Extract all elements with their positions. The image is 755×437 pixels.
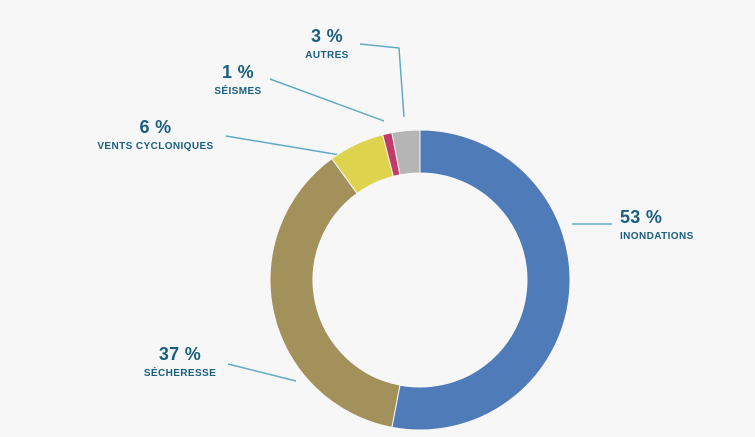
pct-autres: 3 % bbox=[311, 26, 343, 46]
label-seismes: SÉISMES bbox=[214, 85, 262, 97]
label-vents-cycloniques: VENTS CYCLONIQUES bbox=[97, 140, 214, 152]
callout-autres: 3 % AUTRES bbox=[267, 26, 387, 61]
pct-vents-cycloniques: 6 % bbox=[139, 117, 172, 137]
callout-secheresse: 37 % SÉCHERESSE bbox=[110, 344, 250, 379]
donut-segment-s-cheresse bbox=[269, 157, 401, 428]
pct-seismes: 1 % bbox=[222, 62, 254, 82]
donut-segments bbox=[269, 129, 571, 431]
label-autres: AUTRES bbox=[305, 49, 349, 61]
callout-inondations: 53 % INONDATIONS bbox=[620, 207, 750, 242]
pct-secheresse: 37 % bbox=[158, 344, 202, 364]
leader-line-secheresse bbox=[227, 363, 297, 382]
label-secheresse: SÉCHERESSE bbox=[143, 367, 217, 379]
leader-lines bbox=[225, 43, 612, 382]
label-inondations: INONDATIONS bbox=[620, 230, 694, 242]
pct-inondations: 53 % bbox=[620, 207, 663, 227]
leader-line-seismes bbox=[269, 78, 385, 122]
leader-line-vents-cycloniques bbox=[225, 135, 353, 158]
callout-seismes: 1 % SÉISMES bbox=[178, 62, 298, 97]
leader-line-autres bbox=[359, 43, 405, 118]
donut-segment-inondations bbox=[391, 129, 571, 431]
callout-vents-cycloniques: 6 % VENTS CYCLONIQUES bbox=[68, 117, 243, 152]
donut-segment-autres bbox=[391, 129, 421, 176]
